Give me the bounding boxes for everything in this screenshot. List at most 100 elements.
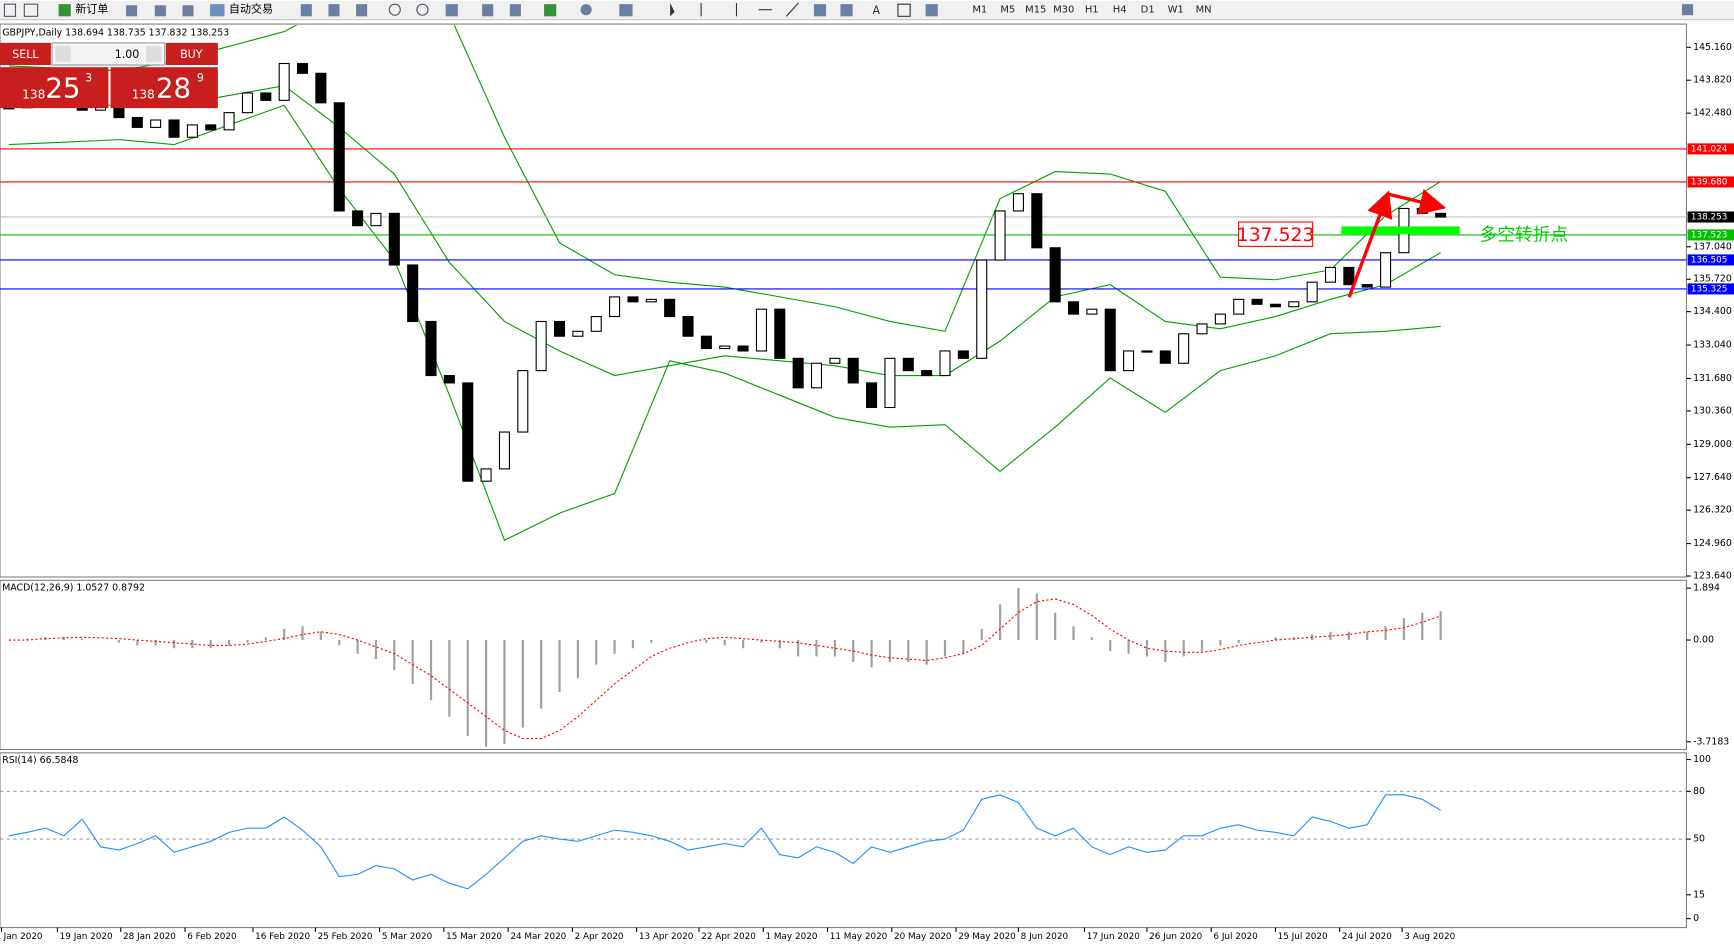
candle <box>866 382 878 409</box>
x-tick-label: 5 Mar 2020 <box>382 932 433 942</box>
auto-trading-button[interactable]: 自动交易 <box>229 2 273 16</box>
up-arrow <box>1347 190 1393 298</box>
lot-value[interactable]: 1.00 <box>115 48 140 61</box>
new-order-button[interactable]: 新订单 <box>75 2 108 16</box>
timeframe-button[interactable]: H4 <box>1113 5 1127 16</box>
pivot-note: 多空转折点 <box>1480 224 1568 245</box>
ask-box[interactable] <box>110 67 218 109</box>
x-tick-label: 22 Apr 2020 <box>701 932 756 942</box>
candle <box>498 431 510 470</box>
x-tick-label: 29 May 2020 <box>958 932 1016 942</box>
candle <box>352 210 364 227</box>
x-tick-label: 19 Jan 2020 <box>60 932 113 942</box>
sell-button[interactable] <box>0 42 51 65</box>
candle <box>976 259 988 359</box>
candle <box>1049 247 1061 303</box>
price-pane <box>0 23 1688 578</box>
new-order-icon[interactable] <box>58 4 71 17</box>
one-click-panel: SELL 1.00 BUY 138 25 3 138 28 9 <box>0 42 218 109</box>
x-tick-label: 24 Jul 2020 <box>1342 932 1392 942</box>
timeframe-button[interactable]: H1 <box>1085 5 1099 16</box>
x-tick-label: 16 Feb 2020 <box>255 932 310 942</box>
y-tick-label: 137.040 <box>1693 241 1732 252</box>
buy-button[interactable] <box>165 42 218 65</box>
sell-label[interactable]: SELL <box>12 48 39 61</box>
candle <box>1361 284 1373 288</box>
price-level-tag <box>1687 143 1734 155</box>
candle <box>737 345 749 352</box>
candle <box>168 119 180 138</box>
y-tick-label: 124.960 <box>1693 538 1732 549</box>
timeframe-button[interactable]: D1 <box>1141 5 1155 16</box>
timeframe-button[interactable]: MN <box>1196 5 1212 16</box>
candle <box>590 316 602 332</box>
candle <box>1141 350 1153 353</box>
candle <box>388 212 400 266</box>
macd-pane <box>0 579 1688 751</box>
x-tick-label: 26 Jun 2020 <box>1149 932 1202 942</box>
y-tick-label: 1.894 <box>1693 583 1720 594</box>
candle <box>1288 301 1300 308</box>
price-level-label: 139.680 <box>1691 177 1728 187</box>
candle <box>1251 298 1263 305</box>
y-tick-label: 135.720 <box>1693 274 1732 285</box>
timeframe-button[interactable]: M5 <box>1000 5 1015 16</box>
auto-trading-icon[interactable] <box>210 4 225 17</box>
candle <box>425 320 437 377</box>
candle <box>700 335 712 350</box>
ask-big: 138 <box>132 87 155 101</box>
y-tick-label: 127.640 <box>1693 472 1732 483</box>
candle <box>535 320 547 372</box>
bid-big: 138 <box>22 87 45 101</box>
candle <box>645 298 657 303</box>
timeframe-button[interactable]: M30 <box>1053 5 1074 16</box>
pivot-marker <box>1341 226 1460 235</box>
candle <box>774 308 786 359</box>
x-tick-label: 20 May 2020 <box>894 932 952 942</box>
candle <box>1067 301 1080 315</box>
candle <box>1123 350 1135 372</box>
y-tick-label: 134.400 <box>1693 306 1732 317</box>
y-tick-label: 0.00 <box>1693 635 1714 646</box>
candle <box>296 62 309 74</box>
y-tick-label: 123.640 <box>1693 571 1732 582</box>
timeframe-button[interactable]: W1 <box>1168 5 1184 16</box>
y-tick-label: 50 <box>1693 834 1705 845</box>
candle <box>1031 193 1043 249</box>
candle <box>792 357 804 389</box>
rsi-pane <box>0 752 1688 929</box>
price-level-label: 138.253 <box>1691 212 1728 222</box>
timeframe-button[interactable]: M15 <box>1025 5 1046 16</box>
candle <box>921 370 933 377</box>
candle <box>553 320 566 337</box>
candle <box>1214 313 1226 325</box>
candle <box>1196 323 1208 335</box>
buy-label[interactable]: BUY <box>180 48 203 61</box>
x-tick-label: 6 Jul 2020 <box>1213 932 1258 942</box>
candle <box>260 92 272 101</box>
candle <box>150 119 162 128</box>
price-level-tag <box>1687 229 1734 241</box>
svg-text:A: A <box>873 4 881 17</box>
macd-title: MACD(12,26,9) 1.0527 0.8792 <box>2 583 145 594</box>
price-box-text: 137.523 <box>1237 225 1315 246</box>
bid-box[interactable] <box>0 67 109 109</box>
candle <box>1178 333 1190 364</box>
lot-input[interactable] <box>51 42 166 66</box>
candle <box>884 357 896 409</box>
timeframe-button[interactable]: M1 <box>972 5 987 16</box>
price-level-tag <box>1687 176 1734 188</box>
price-level-tag <box>1687 211 1734 223</box>
candle <box>719 345 731 350</box>
candle <box>939 350 951 377</box>
candle <box>480 468 492 482</box>
y-tick-label: -3.7183 <box>1693 736 1729 747</box>
candle <box>1416 207 1428 214</box>
price-level-label: 135.325 <box>1691 284 1728 294</box>
ask-main: 28 <box>156 71 191 104</box>
candle <box>1435 212 1447 218</box>
rsi-title: RSI(14) 66.5848 <box>2 755 78 766</box>
candle <box>1159 350 1171 364</box>
